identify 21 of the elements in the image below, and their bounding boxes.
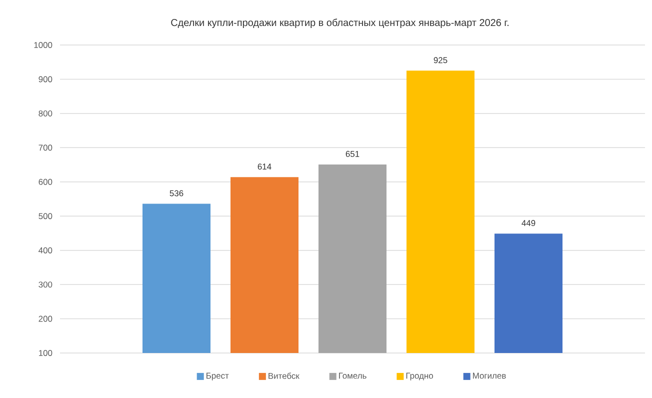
data-label: 651 (346, 150, 360, 157)
chart-title: Сделки купли-продажи квартир в областных центрах январь-март 2026 г. (171, 18, 508, 28)
data-label: 536 (170, 190, 184, 196)
legend-label: Гродно (406, 372, 433, 380)
data-label: 614 (258, 164, 272, 170)
y-tick-label: 400 (38, 247, 52, 254)
legend-label: Брест (206, 372, 229, 380)
legend-label: Гомель (339, 372, 366, 379)
y-tick-label: 700 (38, 144, 52, 151)
legend-label: Витебск (268, 372, 300, 379)
y-tick-label: 900 (38, 76, 52, 82)
y-tick-label: 1000 (34, 42, 52, 48)
data-label: 925 (434, 57, 448, 64)
y-tick-label: 500 (38, 213, 52, 220)
y-tick-label: 600 (38, 178, 52, 185)
data-label: 449 (522, 220, 536, 226)
y-tick-label: 300 (38, 282, 52, 288)
legend-label: Могилев (473, 372, 506, 379)
y-tick-label: 100 (38, 350, 52, 356)
y-tick-label: 800 (38, 110, 52, 116)
y-tick-label: 200 (38, 316, 52, 322)
